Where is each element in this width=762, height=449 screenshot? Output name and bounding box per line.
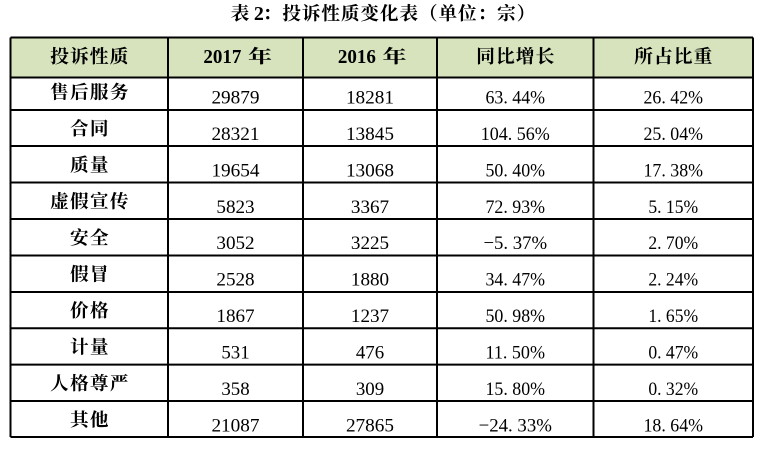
svg-text:72. 93%: 72. 93%: [486, 197, 546, 218]
svg-text:104. 56%: 104. 56%: [481, 124, 550, 145]
svg-text:18. 64%: 18. 64%: [644, 415, 704, 436]
svg-text:50. 40%: 50. 40%: [486, 160, 546, 181]
svg-text:2. 24%: 2. 24%: [648, 270, 698, 291]
svg-text:2: 2: [254, 3, 264, 25]
svg-text:13068: 13068: [346, 160, 394, 181]
svg-text:476: 476: [356, 343, 385, 364]
svg-text:531: 531: [221, 343, 249, 364]
svg-text:19654: 19654: [211, 160, 259, 181]
svg-text:1867: 1867: [216, 306, 255, 327]
svg-text:15. 80%: 15. 80%: [486, 379, 546, 400]
svg-text:27865: 27865: [346, 415, 394, 436]
svg-text:13845: 13845: [346, 124, 394, 145]
svg-text:26. 42%: 26. 42%: [644, 87, 704, 108]
svg-text:−24. 33%: −24. 33%: [479, 415, 552, 436]
svg-text:5823: 5823: [216, 197, 254, 218]
svg-text:358: 358: [221, 379, 249, 400]
svg-text:3225: 3225: [351, 233, 389, 254]
svg-text:3367: 3367: [351, 197, 390, 218]
svg-text:1. 65%: 1. 65%: [648, 306, 698, 327]
svg-text:0. 47%: 0. 47%: [648, 343, 698, 364]
svg-text:63. 44%: 63. 44%: [486, 87, 546, 108]
svg-text:21087: 21087: [211, 415, 259, 436]
svg-text:2. 70%: 2. 70%: [648, 233, 698, 254]
svg-text:17. 38%: 17. 38%: [644, 160, 704, 181]
svg-text:1880: 1880: [351, 270, 389, 291]
svg-text:18281: 18281: [346, 87, 394, 108]
svg-text:−5. 37%: −5. 37%: [483, 233, 547, 254]
svg-text:3052: 3052: [216, 233, 254, 254]
svg-text:50. 98%: 50. 98%: [486, 306, 546, 327]
svg-text:2528: 2528: [216, 270, 254, 291]
svg-text:0. 32%: 0. 32%: [648, 379, 698, 400]
svg-text:29879: 29879: [211, 87, 259, 108]
svg-text:2017: 2017: [203, 46, 241, 68]
svg-text:25. 04%: 25. 04%: [644, 124, 704, 145]
svg-text:5. 15%: 5. 15%: [648, 197, 698, 218]
svg-text:11. 50%: 11. 50%: [486, 343, 546, 364]
svg-text:1237: 1237: [351, 306, 390, 327]
svg-text:28321: 28321: [211, 124, 259, 145]
svg-text:309: 309: [356, 379, 384, 400]
svg-text:34. 47%: 34. 47%: [486, 270, 546, 291]
svg-text:2016: 2016: [338, 46, 376, 68]
